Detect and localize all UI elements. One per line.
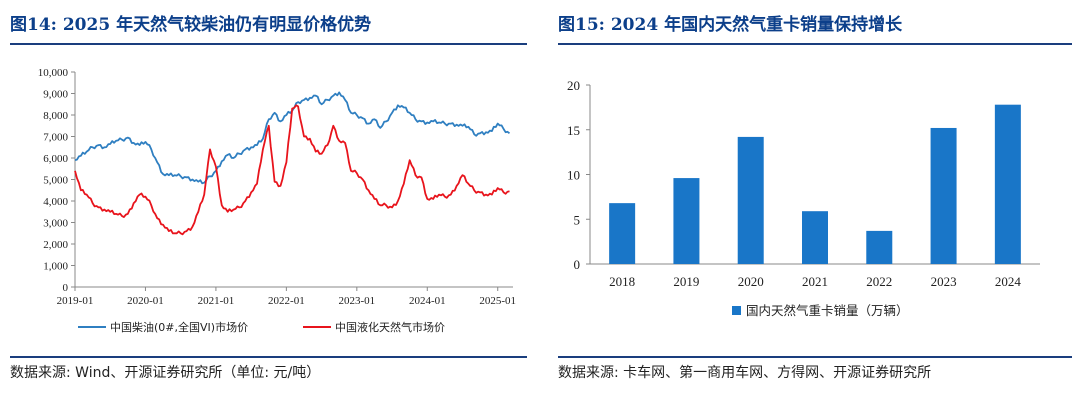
y-tick-label: 15 <box>567 123 580 138</box>
x-tick-label: 2021-01 <box>198 295 235 307</box>
series-line-lng <box>74 104 510 236</box>
left-source-rule <box>10 356 527 358</box>
right-figure-title: 图15: 2024 年国内天然气重卡销量保持增长 <box>558 15 903 35</box>
y-tick-label: 7,000 <box>43 132 68 144</box>
left-figure-title: 图14: 2025 年天然气较柴油仍有明显价格优势 <box>10 15 372 35</box>
right-figure-panel: 图15: 2024 年国内天然气重卡销量保持增长 0 5 10 15 20 2018 201… <box>548 0 1080 400</box>
y-tick-label: 0 <box>574 257 581 272</box>
bar <box>609 203 636 264</box>
x-tick-label: 2019 <box>673 274 699 289</box>
left-figure-source: 数据来源: Wind、开源证券研究所（单位: 元/吨） <box>10 365 321 381</box>
left-figure-panel: 图14: 2025 年天然气较柴油仍有明显价格优势 0 1,000 2,000 3,0… <box>0 0 535 400</box>
y-tick-label: 6,000 <box>43 153 68 165</box>
left-title-rule <box>10 43 527 45</box>
y-tick-label: 3,000 <box>43 218 68 230</box>
y-tick-label: 10,000 <box>38 67 69 79</box>
right-source-rule <box>558 356 1072 358</box>
y-tick-label: 4,000 <box>43 196 68 208</box>
line-chart: 0 1,000 2,000 3,000 4,000 5,000 6,000 7,000 8,00… <box>38 67 516 334</box>
legend-swatch <box>732 306 741 315</box>
x-tick-label: 2022-01 <box>268 295 305 307</box>
bar <box>737 136 764 264</box>
x-tick-label: 2024-01 <box>409 295 446 307</box>
legend-label: 中国液化天然气市场价 <box>335 320 445 334</box>
y-tick-label: 9,000 <box>43 89 68 101</box>
x-tick-label: 2022 <box>866 274 892 289</box>
x-tick-label: 2025-01 <box>479 295 516 307</box>
bar <box>802 211 828 264</box>
bar <box>673 178 700 264</box>
right-title-rule <box>558 43 1072 45</box>
legend-label: 中国柴油(0#,全国VI)市场价 <box>110 320 248 334</box>
y-tick-label: 2,000 <box>43 239 68 251</box>
y-tick-label: 5,000 <box>43 175 68 187</box>
bar-chart: 0 5 10 15 20 2018 2019 2020 2021 2022 2023 2024 国内天然… <box>567 78 1040 318</box>
bar <box>866 230 893 264</box>
x-tick-label: 2024 <box>995 274 1022 289</box>
series-line-diesel <box>74 91 511 185</box>
bar <box>930 127 957 265</box>
y-tick-label: 10 <box>567 168 580 183</box>
bar <box>994 104 1021 264</box>
x-tick-label: 2023-01 <box>338 295 375 307</box>
x-tick-label: 2021 <box>802 274 828 289</box>
x-tick-label: 2018 <box>609 274 635 289</box>
x-tick-label: 2019-01 <box>57 295 94 307</box>
legend-label: 国内天然气重卡销量（万辆） <box>746 303 909 318</box>
y-tick-label: 8,000 <box>43 110 68 122</box>
x-tick-label: 2020-01 <box>127 295 164 307</box>
y-tick-label: 5 <box>574 212 581 227</box>
x-tick-label: 2020 <box>738 274 764 289</box>
right-figure-source: 数据来源: 卡车网、第一商用车网、方得网、开源证券研究所 <box>558 365 932 381</box>
y-tick-label: 0 <box>63 282 69 294</box>
x-tick-label: 2023 <box>931 274 957 289</box>
y-tick-label: 1,000 <box>43 261 68 273</box>
y-tick-label: 20 <box>567 78 580 93</box>
